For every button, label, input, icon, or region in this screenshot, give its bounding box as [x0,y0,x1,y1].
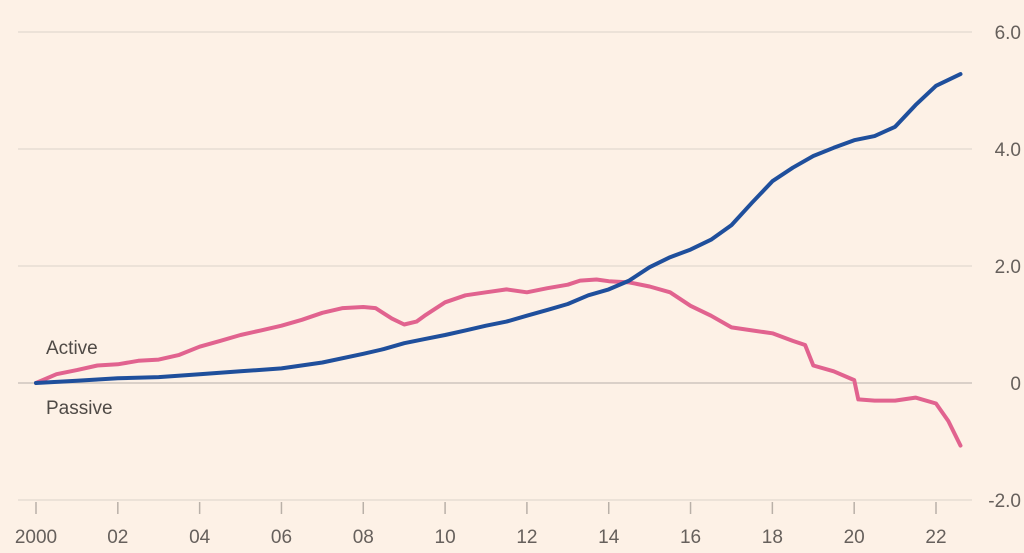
y-tick-label: 2.0 [995,257,1021,278]
x-tick-label: 2000 [15,527,57,548]
x-tick-label: 22 [925,527,946,548]
x-tick-label: 02 [107,527,128,548]
y-tick-label: 0 [1010,374,1021,395]
x-tick-label: 12 [516,527,537,548]
series-line-active [34,277,963,448]
series-lines [34,72,963,448]
series-label-passive: Passive [46,398,113,419]
x-tick-label: 16 [680,527,701,548]
x-tick-label: 18 [762,527,783,548]
y-tick-label: 4.0 [995,140,1021,161]
x-tick-label: 08 [353,527,374,548]
series-line-passive [34,72,963,385]
x-tick-label: 20 [844,527,865,548]
x-tick-label: 10 [435,527,456,548]
x-tick-label: 04 [189,527,211,548]
y-tick-label: -2.0 [988,491,1021,512]
x-axis: 2000 02 04 06 08 10 12 14 16 18 20 22 [15,502,947,548]
x-tick-label: 06 [271,527,292,548]
series-label-active: Active [46,338,98,359]
grid [18,31,972,501]
y-axis-labels: -2.0 0 2.0 4.0 6.0 [988,23,1021,512]
x-tick-label: 14 [598,527,620,548]
y-tick-label: 6.0 [995,23,1021,44]
series-labels: Active Passive [46,338,113,419]
